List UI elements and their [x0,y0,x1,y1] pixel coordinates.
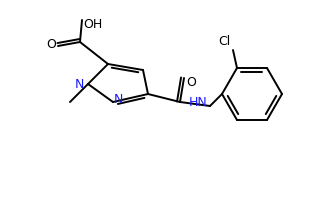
Text: Cl: Cl [219,35,231,48]
Text: HN: HN [189,96,208,108]
Text: N: N [75,77,84,90]
Text: OH: OH [83,18,102,31]
Text: O: O [186,76,196,88]
Text: O: O [46,38,56,51]
Text: N: N [114,93,123,105]
